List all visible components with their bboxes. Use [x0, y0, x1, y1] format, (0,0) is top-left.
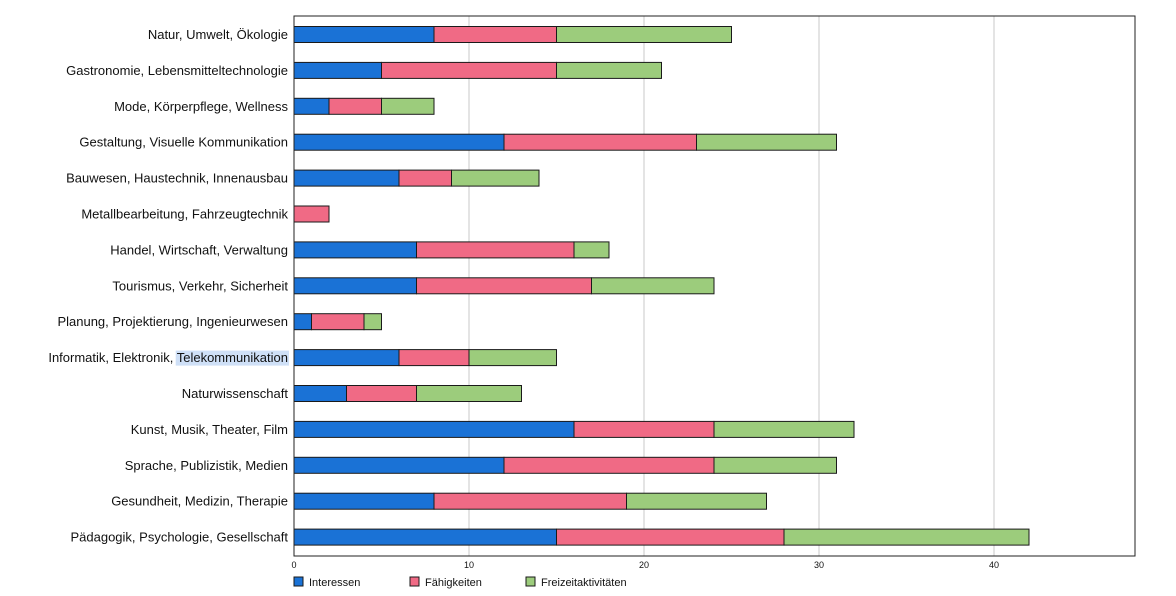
- bar-freizeitaktivitaten-naturwissenschaft: [416, 385, 522, 402]
- legend-swatch-interessen: [293, 576, 304, 587]
- bar-freizeitaktivitaten-mode-korperpflege-wellness: [381, 97, 435, 115]
- bar-fahigkeiten-naturwissenschaft: [346, 385, 417, 402]
- category-label: Handel, Wirtschaft, Verwaltung: [110, 242, 288, 257]
- category-label: Gastronomie, Lebensmitteltechnologie: [66, 63, 288, 78]
- bar-interessen-bauwesen-haustechnik-innenausbau: [293, 169, 400, 187]
- bar-interessen-handel-wirtschaft-verwaltung: [293, 241, 417, 259]
- bar-interessen-gestaltung-visuelle-kommunikation: [293, 133, 505, 151]
- x-tick-label: 20: [639, 560, 649, 570]
- bar-freizeitaktivitaten-gastronomie-lebensmitteltechnologie: [556, 61, 662, 79]
- bar-interessen-gastronomie-lebensmitteltechnologie: [293, 61, 382, 79]
- bar-interessen-tourismus-verkehr-sicherheit: [293, 277, 417, 295]
- category-label: Gesundheit, Medizin, Therapie: [111, 494, 288, 509]
- category-label: Planung, Projektierung, Ingenieurwesen: [57, 314, 288, 329]
- x-tick-label: 0: [291, 560, 296, 570]
- bar-fahigkeiten-gestaltung-visuelle-kommunikation: [503, 133, 697, 151]
- category-label: Kunst, Musik, Theater, Film: [131, 422, 288, 437]
- bar-fahigkeiten-bauwesen-haustechnik-innenausbau: [398, 169, 452, 187]
- bar-fahigkeiten-sprache-publizistik-medien: [503, 456, 715, 474]
- bar-interessen-natur-umwelt-okologie: [293, 26, 435, 43]
- x-tick-label: 40: [989, 560, 999, 570]
- text-selection-highlight: [175, 350, 289, 366]
- bar-fahigkeiten-handel-wirtschaft-verwaltung: [416, 241, 575, 259]
- bar-freizeitaktivitaten-natur-umwelt-okologie: [556, 26, 732, 43]
- bar-interessen-planung-projektierung-ingenieurwesen: [293, 313, 312, 331]
- legend-label-freizeitaktivitaten: Freizeitaktivitäten: [541, 577, 627, 589]
- bar-interessen-naturwissenschaft: [293, 385, 347, 402]
- bar-interessen-padagogik-psychologie-gesellschaft: [293, 528, 557, 546]
- bar-freizeitaktivitaten-sprache-publizistik-medien: [713, 456, 837, 474]
- bar-freizeitaktivitaten-informatik-elektronik-telekommunikation: [468, 349, 557, 367]
- bar-interessen-gesundheit-medizin-therapie: [293, 492, 435, 510]
- x-axis-ticks: 0 10 20 30 40: [291, 560, 999, 570]
- bar-fahigkeiten-kunst-musik-theater-film: [573, 420, 715, 438]
- bar-fahigkeiten-informatik-elektronik-telekommunikation: [398, 349, 470, 367]
- category-labels: Natur, Umwelt, Ökologie Gastronomie, Lebe…: [48, 27, 289, 545]
- bar-interessen-mode-korperpflege-wellness: [293, 97, 330, 115]
- category-label: Bauwesen, Haustechnik, Innenausbau: [66, 171, 288, 186]
- bar-fahigkeiten-tourismus-verkehr-sicherheit: [416, 277, 592, 295]
- bar-freizeitaktivitaten-padagogik-psychologie-gesellschaft: [783, 528, 1030, 546]
- category-label: Naturwissenschaft: [182, 386, 289, 401]
- bar-fahigkeiten-gastronomie-lebensmitteltechnologie: [381, 61, 557, 79]
- legend: Interessen Fähigkeiten Freizeitaktivitäten: [293, 576, 627, 589]
- bar-fahigkeiten-padagogik-psychologie-gesellschaft: [556, 528, 785, 546]
- bar-fahigkeiten-gesundheit-medizin-therapie: [433, 492, 627, 510]
- bar-interessen-sprache-publizistik-medien: [293, 456, 505, 474]
- bar-fahigkeiten-mode-korperpflege-wellness: [328, 97, 382, 115]
- bar-fahigkeiten-planung-projektierung-ingenieurwesen: [311, 313, 365, 331]
- legend-label-fahigkeiten: Fähigkeiten: [425, 577, 482, 589]
- category-label: Metallbearbeitung, Fahrzeugtechnik: [81, 207, 288, 222]
- bar-freizeitaktivitaten-kunst-musik-theater-film: [713, 420, 855, 438]
- category-label: Sprache, Publizistik, Medien: [125, 458, 288, 473]
- bar-fahigkeiten-metallbearbeitung-fahrzeugtechnik: [293, 205, 330, 223]
- category-label: Gestaltung, Visuelle Kommunikation: [79, 135, 288, 150]
- bar-freizeitaktivitaten-planung-projektierung-ingenieurwesen: [363, 313, 382, 331]
- legend-swatch-fahigkeiten: [409, 576, 420, 587]
- x-tick-label: 30: [814, 560, 824, 570]
- bar-interessen-informatik-elektronik-telekommunikation: [293, 349, 400, 367]
- bar-freizeitaktivitaten-tourismus-verkehr-sicherheit: [591, 277, 715, 295]
- legend-label-interessen: Interessen: [309, 577, 360, 589]
- category-label: Pädagogik, Psychologie, Gesellschaft: [70, 530, 288, 545]
- x-tick-label: 10: [464, 560, 474, 570]
- plot-frame: [293, 15, 1136, 557]
- legend-swatch-freizeitaktivitaten: [525, 576, 536, 587]
- category-label: Informatik, Elektronik, Telekommunikatio…: [48, 350, 288, 365]
- bar-freizeitaktivitaten-gestaltung-visuelle-kommunikation: [696, 133, 837, 151]
- category-label: Natur, Umwelt, Ökologie: [148, 27, 288, 42]
- category-label: Tourismus, Verkehr, Sicherheit: [112, 278, 288, 293]
- bar-freizeitaktivitaten-gesundheit-medizin-therapie: [626, 492, 767, 510]
- bar-interessen-kunst-musik-theater-film: [293, 420, 575, 438]
- bars: [293, 26, 1030, 546]
- bar-fahigkeiten-natur-umwelt-okologie: [433, 26, 557, 43]
- bar-freizeitaktivitaten-bauwesen-haustechnik-innenausbau: [451, 169, 540, 187]
- bar-freizeitaktivitaten-handel-wirtschaft-verwaltung: [573, 241, 610, 259]
- category-label: Mode, Körperpflege, Wellness: [114, 99, 288, 114]
